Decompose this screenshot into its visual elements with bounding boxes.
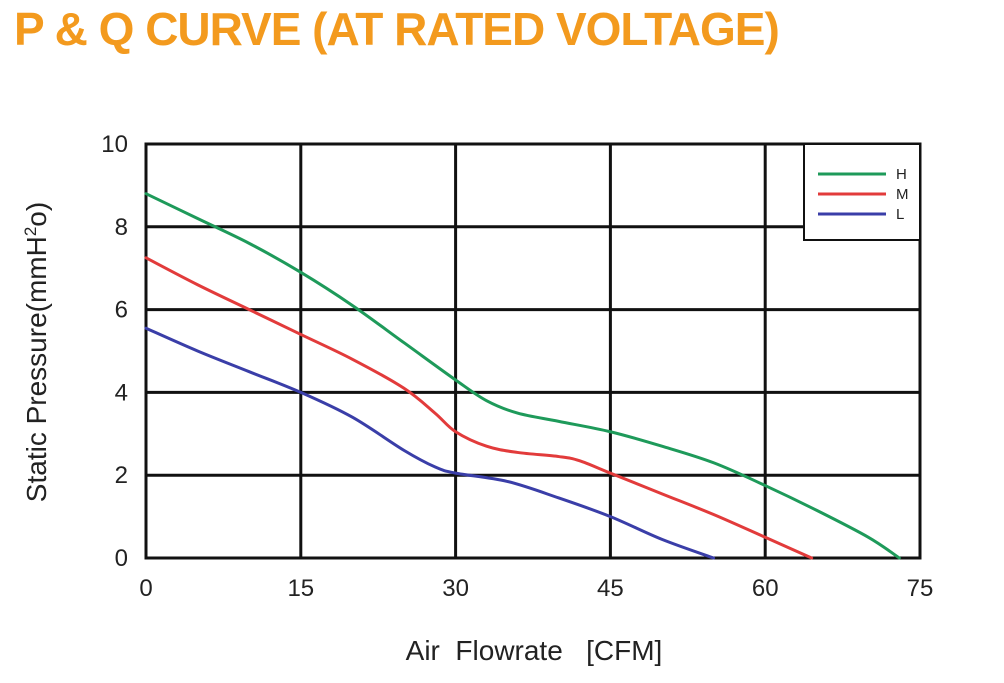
y-axis-label-end: o) [21, 202, 52, 227]
legend-label-h: H [896, 166, 907, 183]
x-tick-label: 60 [752, 575, 779, 602]
y-axis-label-main: Static Pressure(mmH [21, 236, 52, 502]
plot-frame [144, 142, 922, 560]
y-tick-label: 10 [101, 131, 128, 158]
series-line-m [144, 256, 814, 560]
legend-label-m: M [896, 186, 909, 203]
series-lines [144, 192, 901, 560]
y-tick-label: 8 [115, 214, 128, 241]
legend-label-l: L [896, 206, 904, 223]
x-axis-ticks: 0 15 30 45 60 75 [139, 575, 933, 602]
x-axis-label: Air Flowrate [CFM] [406, 635, 663, 666]
grid-lines [144, 142, 922, 560]
y-tick-label: 2 [115, 462, 128, 489]
x-tick-label: 45 [597, 575, 624, 602]
y-axis-label: Static Pressure(mmH2o) [21, 202, 52, 502]
y-tick-label: 6 [115, 297, 128, 324]
y-tick-label: 4 [115, 379, 128, 406]
legend-box [803, 143, 921, 241]
y-tick-label: 0 [115, 545, 128, 572]
x-tick-label: 75 [907, 575, 934, 602]
y-axis-label-sup: 2 [21, 227, 40, 236]
y-axis-ticks: 0 2 4 6 8 10 [101, 131, 128, 572]
x-tick-label: 15 [287, 575, 314, 602]
legend: HML [803, 143, 921, 241]
x-tick-label: 30 [442, 575, 469, 602]
series-line-h [144, 192, 901, 560]
x-tick-label: 0 [139, 575, 152, 602]
series-line-l [144, 326, 716, 560]
chart-title: P & Q CURVE (AT RATED VOLTAGE) [14, 3, 780, 55]
